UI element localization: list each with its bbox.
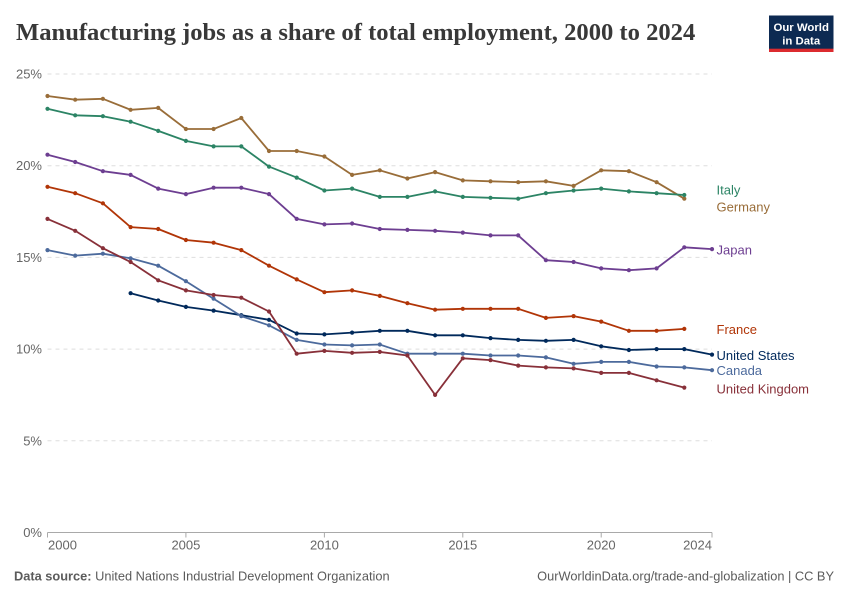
svg-text:20%: 20% xyxy=(16,158,42,173)
svg-text:2015: 2015 xyxy=(448,538,477,553)
svg-text:Italy: Italy xyxy=(717,183,741,198)
svg-text:Canada: Canada xyxy=(717,363,763,378)
svg-text:OurWorldinData.org/trade-and-g: OurWorldinData.org/trade-and-globalizati… xyxy=(537,569,834,584)
svg-text:in Data: in Data xyxy=(782,36,821,48)
svg-text:Manufacturing jobs as a share: Manufacturing jobs as a share of total e… xyxy=(16,19,695,46)
svg-text:2000: 2000 xyxy=(48,538,77,553)
svg-text:United States: United States xyxy=(717,348,796,363)
svg-text:2020: 2020 xyxy=(587,538,616,553)
svg-text:Japan: Japan xyxy=(717,243,752,258)
svg-text:5%: 5% xyxy=(23,433,42,448)
svg-text:15%: 15% xyxy=(16,250,42,265)
svg-text:25%: 25% xyxy=(16,67,42,82)
svg-text:2005: 2005 xyxy=(171,538,200,553)
svg-text:Germany: Germany xyxy=(717,200,771,215)
svg-text:Our World: Our World xyxy=(773,22,829,34)
svg-text:0%: 0% xyxy=(23,525,42,540)
svg-text:France: France xyxy=(717,322,757,337)
svg-text:2024: 2024 xyxy=(683,538,712,553)
svg-text:Data source: United Nations In: Data source: United Nations Industrial D… xyxy=(14,569,390,584)
svg-text:10%: 10% xyxy=(16,342,42,357)
svg-text:United Kingdom: United Kingdom xyxy=(717,381,810,396)
svg-text:2010: 2010 xyxy=(310,538,339,553)
